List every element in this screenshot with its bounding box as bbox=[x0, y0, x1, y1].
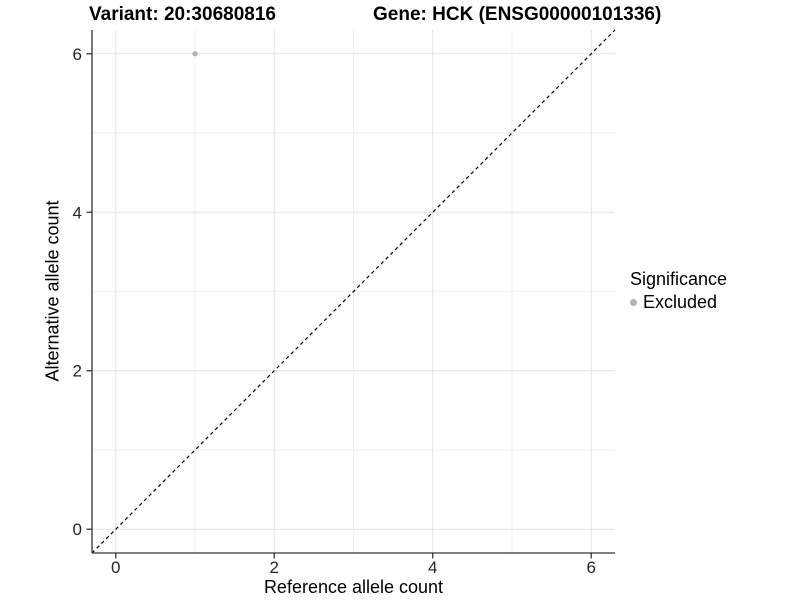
y-tick-label: 4 bbox=[73, 203, 82, 222]
plot-title-gene: Gene: HCK (ENSG00000101336) bbox=[373, 4, 662, 25]
legend-entry-label: Excluded bbox=[643, 292, 718, 312]
plot-title-variant: Variant: 20:30680816 bbox=[89, 4, 276, 25]
legend-title: Significance bbox=[630, 269, 728, 289]
y-tick-label: 0 bbox=[73, 520, 82, 539]
y-axis-title: Alternative allele count bbox=[42, 200, 63, 382]
data-point bbox=[192, 51, 198, 57]
x-tick-label: 4 bbox=[428, 558, 437, 577]
y-tick-label: 2 bbox=[73, 362, 82, 381]
legend: Significance Excluded bbox=[630, 269, 727, 313]
x-axis-title: Reference allele count bbox=[263, 577, 444, 597]
x-tick-label: 0 bbox=[111, 558, 120, 577]
y-tick-label: 6 bbox=[73, 45, 82, 64]
x-tick-label: 6 bbox=[586, 558, 595, 577]
legend-entry-excluded: Excluded bbox=[630, 292, 727, 313]
legend-point-icon bbox=[630, 299, 637, 306]
x-tick-label: 2 bbox=[270, 558, 279, 577]
identity-reference-line bbox=[91, 29, 616, 554]
